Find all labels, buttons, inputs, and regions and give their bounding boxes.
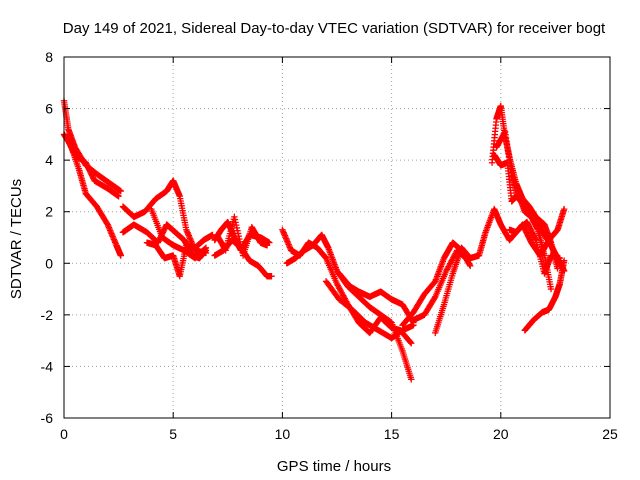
data-series-s7 <box>148 205 210 262</box>
data-point <box>560 257 568 264</box>
axis-ticks: 0 5 10 15 20 25 -6 -4 -2 0 2 4 6 8 <box>41 49 618 442</box>
data-point <box>408 340 415 347</box>
data-point <box>560 205 568 213</box>
data-point <box>263 242 271 249</box>
y-tick-label: 8 <box>45 49 53 65</box>
data-series-s6 <box>143 231 216 280</box>
data-point-interp <box>201 245 209 252</box>
data-series-s20 <box>491 151 568 275</box>
data-point <box>115 193 122 200</box>
y-tick-label: 4 <box>45 152 53 168</box>
data-series-s10 <box>213 213 271 259</box>
y-tick-label: -6 <box>41 410 54 426</box>
x-tick-label: 5 <box>169 426 177 442</box>
data-series-s3 <box>62 133 122 200</box>
y-tick-label: -2 <box>41 307 54 323</box>
x-tick-label: 10 <box>275 426 291 442</box>
y-tick-label: 0 <box>45 255 53 271</box>
x-tick-label: 15 <box>384 426 400 442</box>
data-series-s14 <box>335 270 417 326</box>
data-series-s13 <box>322 278 417 342</box>
data-series-s21 <box>506 205 568 259</box>
y-tick-label: 6 <box>45 101 53 117</box>
x-tick-label: 25 <box>602 426 618 442</box>
plot-frame <box>63 56 611 419</box>
data-series-s15 <box>399 239 474 329</box>
data-point <box>268 272 275 280</box>
x-tick-label: 0 <box>60 426 68 442</box>
data-series-s22 <box>521 257 568 334</box>
data-point <box>547 285 555 293</box>
data-marks <box>60 97 568 383</box>
y-tick-label: -4 <box>41 358 54 374</box>
y-tick-label: 2 <box>45 204 53 220</box>
data-point <box>117 187 124 195</box>
data-point <box>117 252 124 259</box>
data-point <box>408 376 415 383</box>
data-point <box>202 244 210 252</box>
x-axis-label: GPS time / hours <box>277 458 391 475</box>
data-point-interp <box>407 339 414 346</box>
data-point <box>467 262 474 270</box>
chart-title: Day 149 of 2021, Sidereal Day-to-day VTE… <box>63 20 606 37</box>
y-axis-label: SDTVAR / TECUs <box>8 179 25 299</box>
x-tick-label: 20 <box>493 426 509 442</box>
